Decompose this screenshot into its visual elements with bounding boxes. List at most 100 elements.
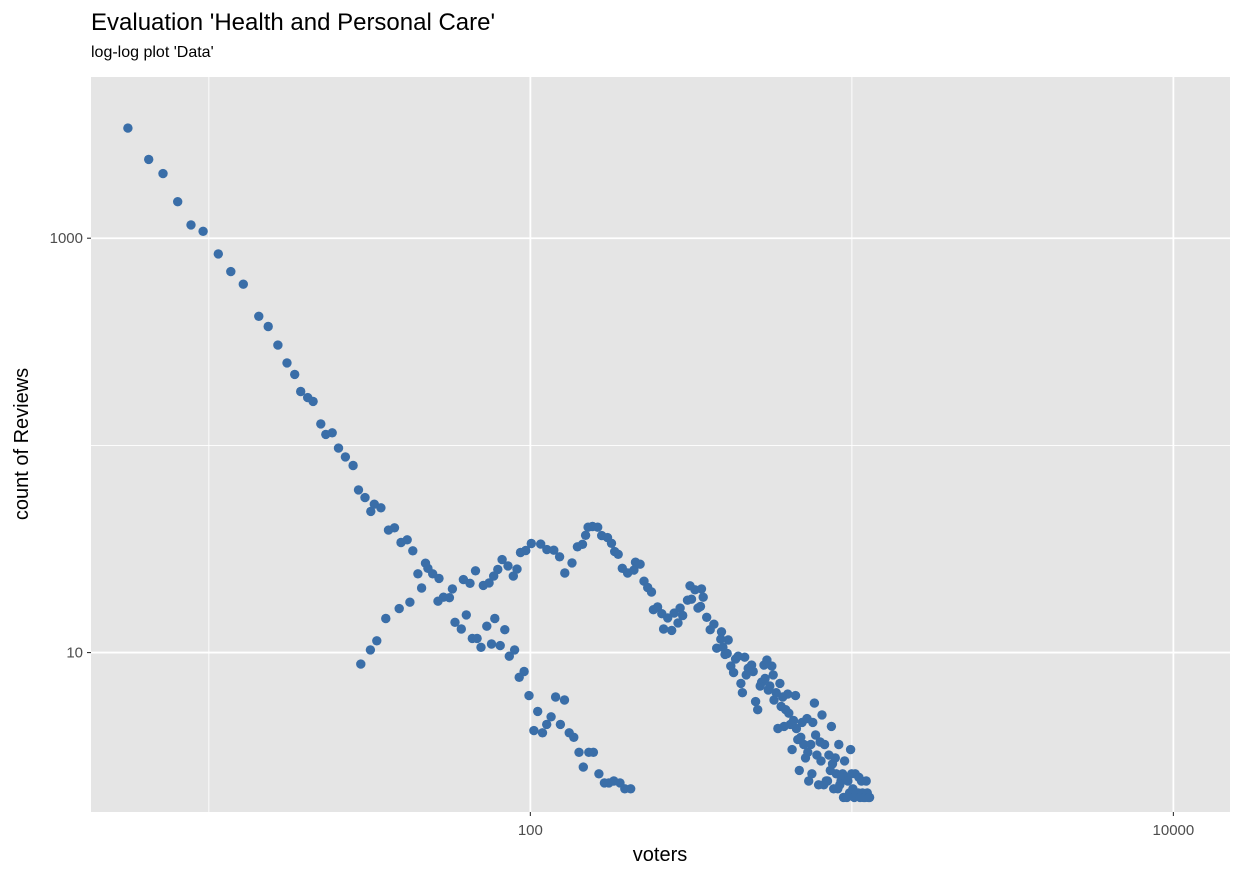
data-point <box>444 593 455 603</box>
y-tick-label: 1000 <box>50 230 83 247</box>
data-point <box>839 756 850 766</box>
data-point <box>353 485 364 495</box>
data-point <box>340 452 351 462</box>
data-point <box>791 723 802 734</box>
data-point <box>416 583 427 593</box>
data-point <box>316 419 326 429</box>
data-point <box>788 715 799 726</box>
data-point <box>728 667 739 678</box>
data-point <box>723 635 733 645</box>
data-point <box>635 559 645 569</box>
data-point <box>750 696 761 707</box>
data-point <box>482 621 492 631</box>
data-point <box>405 597 415 607</box>
major-gridlines <box>91 77 1230 812</box>
data-point <box>356 659 366 669</box>
data-point <box>629 565 639 575</box>
data-point <box>495 640 505 651</box>
data-point <box>381 613 391 624</box>
data-point <box>796 732 806 742</box>
data-point <box>198 226 208 236</box>
data-point <box>574 747 584 757</box>
data-point <box>580 530 591 540</box>
data-point <box>695 601 706 612</box>
data-point <box>861 776 871 786</box>
data-point <box>550 692 561 702</box>
data-points <box>123 123 875 803</box>
data-point <box>817 710 827 720</box>
data-point <box>372 636 382 646</box>
data-point <box>327 428 337 438</box>
data-point <box>456 624 466 634</box>
data-point <box>461 610 471 620</box>
data-point <box>486 639 497 649</box>
data-point <box>333 443 344 453</box>
data-point <box>767 661 777 671</box>
data-point <box>567 558 577 568</box>
data-point <box>783 689 793 699</box>
data-point <box>408 546 418 556</box>
data-point <box>500 625 510 635</box>
data-point <box>702 612 712 622</box>
data-point <box>826 721 837 732</box>
data-point <box>808 717 818 728</box>
data-point <box>476 642 486 652</box>
data-point <box>716 634 726 644</box>
data-point <box>803 747 813 757</box>
data-point <box>186 220 196 230</box>
data-point <box>144 154 154 165</box>
data-point <box>542 544 552 555</box>
data-point <box>830 753 840 763</box>
data-point <box>768 670 778 680</box>
y-tick-label: 10 <box>66 645 83 662</box>
data-point <box>394 603 404 614</box>
x-tick-label: 10000 <box>1153 822 1195 839</box>
data-point <box>423 563 433 573</box>
data-point <box>667 625 677 636</box>
axis-ticks: 100 10000 10 1000 <box>50 230 1195 839</box>
data-point <box>864 792 875 803</box>
data-point <box>555 719 566 730</box>
data-point <box>675 603 685 613</box>
data-point <box>569 732 579 742</box>
data-point <box>775 678 785 689</box>
data-point <box>450 617 460 627</box>
data-point <box>549 545 559 555</box>
data-point <box>769 695 779 705</box>
data-point <box>366 506 376 517</box>
data-point <box>787 744 797 755</box>
data-point <box>698 592 708 602</box>
data-point <box>816 756 826 766</box>
data-point <box>658 624 669 634</box>
data-point <box>646 587 657 597</box>
data-point <box>673 618 683 628</box>
x-axis-title: voters <box>633 844 687 866</box>
data-point <box>663 613 673 623</box>
data-point <box>226 266 236 277</box>
data-point <box>722 648 732 659</box>
data-point <box>526 538 536 549</box>
data-point <box>282 358 292 368</box>
x-tick-label: 100 <box>518 822 543 839</box>
data-point <box>765 681 775 691</box>
data-point <box>760 673 770 684</box>
data-point <box>737 688 748 698</box>
data-point <box>626 784 636 794</box>
data-point <box>594 769 604 779</box>
data-point <box>296 386 306 397</box>
data-point <box>447 584 458 594</box>
data-point <box>593 522 603 532</box>
data-point <box>263 321 273 332</box>
data-point <box>804 776 814 786</box>
data-point <box>213 249 223 259</box>
data-point <box>794 765 804 776</box>
data-point <box>173 197 183 207</box>
data-point <box>533 706 543 717</box>
data-point <box>434 573 444 584</box>
plot-panel <box>91 77 1230 812</box>
data-point <box>834 739 844 750</box>
data-point <box>529 725 539 736</box>
data-point <box>577 539 588 549</box>
data-point <box>784 708 794 718</box>
